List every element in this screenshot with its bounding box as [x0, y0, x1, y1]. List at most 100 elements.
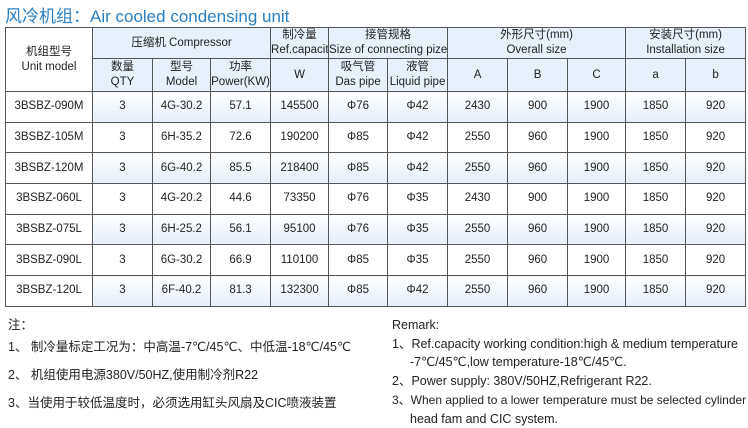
table-cell: 190200 [270, 121, 330, 154]
table-cell: 2430 [447, 183, 509, 215]
note-en-item: 1、Ref.capacity working condition:high & … [392, 337, 739, 351]
note-cn-item: 2、 机组使用电源380V/50HZ,使用制冷剂R22 [8, 368, 259, 382]
spec-table: 机组型号 Unit model 压缩机 Compressor 制冷量 Ref.cap… [5, 27, 747, 307]
table-cell: 3 [92, 275, 153, 307]
note-en-item: 3、When applied to a lower temperature mu… [392, 393, 747, 407]
table-cell: 72.6 [209, 121, 272, 154]
table-cell: 3 [92, 213, 153, 246]
table-cell: 2550 [447, 275, 509, 307]
table-cell: 1850 [625, 213, 687, 246]
table-cell: 3BSBZ-120M [5, 152, 93, 185]
table-cell: 73350 [270, 183, 330, 215]
header-ref-capacity: 制冷量 Ref.capacity [270, 27, 330, 59]
header-installation-size: 安装尺寸(mm) Installation size [625, 27, 747, 59]
table-cell: 1900 [567, 121, 627, 154]
table-cell: 1850 [625, 183, 687, 215]
table-cell: 900 [507, 183, 569, 215]
table-cell: 2550 [447, 121, 509, 154]
table-cell: 1850 [625, 91, 687, 123]
table-cell: 3 [92, 244, 153, 277]
table-row: 3BSBZ-090M 3 4G-30.2 57.1 145500 Φ76 Φ42 2430 90… [5, 91, 747, 123]
table-cell: 960 [507, 121, 569, 154]
table-cell: Φ42 [387, 121, 449, 154]
table-cell: Φ85 [328, 244, 389, 277]
header-b-lower: b [685, 58, 747, 92]
table-cell: 81.3 [209, 275, 272, 307]
table-cell: Φ85 [328, 152, 389, 185]
table-cell: 3BSBZ-075L [5, 213, 93, 246]
table-cell: Φ76 [328, 91, 389, 123]
header-a-lower: a [625, 58, 687, 92]
table-row: 3BSBZ-120M 3 6G-40.2 85.5 218400 Φ85 Φ42 2550 96… [5, 152, 747, 185]
table-cell: 920 [685, 121, 747, 154]
table-cell: Φ85 [328, 275, 389, 307]
table-cell: Φ35 [387, 183, 449, 215]
table-cell: 920 [685, 183, 747, 215]
table-cell: Φ42 [387, 275, 449, 307]
table-cell: 6H-25.2 [152, 213, 211, 246]
table-cell: 4G-30.2 [152, 91, 211, 123]
table-cell: 110100 [270, 244, 330, 277]
table-cell: 1900 [567, 91, 627, 123]
table-cell: 1900 [567, 213, 627, 246]
note-en-item: -7℃/45℃,low temperature-18℃/45℃. [410, 355, 627, 369]
table-cell: 3BSBZ-120L [5, 275, 93, 307]
table-cell: 56.1 [209, 213, 272, 246]
header-das-pipe: 吸气管 Das pipe [328, 58, 389, 92]
table-cell: Φ35 [387, 244, 449, 277]
table-cell: Φ42 [387, 91, 449, 123]
header-overall-size: 外形尺寸(mm) Overall size [447, 27, 627, 59]
table-cell: 218400 [270, 152, 330, 185]
table-cell: 920 [685, 275, 747, 307]
table-cell: Φ42 [387, 152, 449, 185]
table-cell: 920 [685, 91, 747, 123]
table-cell: 132300 [270, 275, 330, 307]
table-cell: 3BSBZ-060L [5, 183, 93, 215]
note-cn-item: 3、当使用于较低温度时，必须选用缸头风扇及CIC喷液装置 [8, 396, 337, 410]
table-cell: 1850 [625, 121, 687, 154]
notes-cn-heading: 注： [8, 318, 34, 332]
notes-en-heading: Remark: [392, 318, 440, 332]
table-cell: 960 [507, 244, 569, 277]
table-cell: 85.5 [209, 152, 272, 185]
table-cell: 3 [92, 91, 153, 123]
table-cell: 95100 [270, 213, 330, 246]
header-compressor: 压缩机 Compressor [91, 27, 272, 59]
header-a-upper: A [447, 58, 509, 92]
table-cell: 57.1 [209, 91, 272, 123]
table-cell: 3 [92, 152, 153, 185]
table-cell: 1900 [567, 183, 627, 215]
table-cell: 900 [507, 91, 569, 123]
table-cell: 920 [685, 244, 747, 277]
table-cell: Φ76 [328, 213, 389, 246]
note-en-item: 2、Power supply: 380V/50HZ,Refrigerant R2… [392, 374, 652, 388]
note-cn-item: 1、 制冷量标定工况为：中高温-7℃/45℃、中低温-18℃/45℃ [8, 340, 352, 354]
table-cell: 44.6 [209, 183, 272, 215]
header-c-upper: C [567, 58, 627, 92]
header-qty: 数量 QTY [92, 58, 153, 92]
table-cell: 6F-40.2 [152, 275, 211, 307]
table-cell: 3BSBZ-090M [5, 91, 93, 123]
table-cell: 66.9 [209, 244, 272, 277]
table-cell: Φ85 [328, 121, 389, 154]
table-cell: 3 [92, 183, 153, 215]
table-cell: Φ76 [328, 183, 389, 215]
table-cell: 1900 [567, 152, 627, 185]
header-liquid-pipe: 液管 Liquid pipe [387, 58, 449, 92]
table-cell: 2550 [447, 213, 509, 246]
table-cell: 920 [685, 152, 747, 185]
table-cell: 960 [507, 213, 569, 246]
table-cell: 145500 [270, 91, 330, 123]
table-cell: 3 [92, 121, 153, 154]
header-power: 功率 Power(KW) [209, 58, 272, 92]
table-cell: 6G-40.2 [152, 152, 211, 185]
table-row: 3BSBZ-060L 3 4G-20.2 44.6 73350 Φ76 Φ35 2430 900… [5, 183, 747, 215]
table-cell: 3BSBZ-105M [5, 121, 93, 154]
table-row: 3BSBZ-090L 3 6G-30.2 66.9 110100 Φ85 Φ35 2550 96… [5, 244, 747, 277]
header-model: 型号 Model [152, 58, 211, 92]
table-cell: Φ35 [387, 213, 449, 246]
table-cell: 2430 [447, 91, 509, 123]
table-cell: 1850 [625, 244, 687, 277]
table-cell: 1850 [625, 275, 687, 307]
table-row: 3BSBZ-120L 3 6F-40.2 81.3 132300 Φ85 Φ42 2550 96… [5, 275, 747, 307]
